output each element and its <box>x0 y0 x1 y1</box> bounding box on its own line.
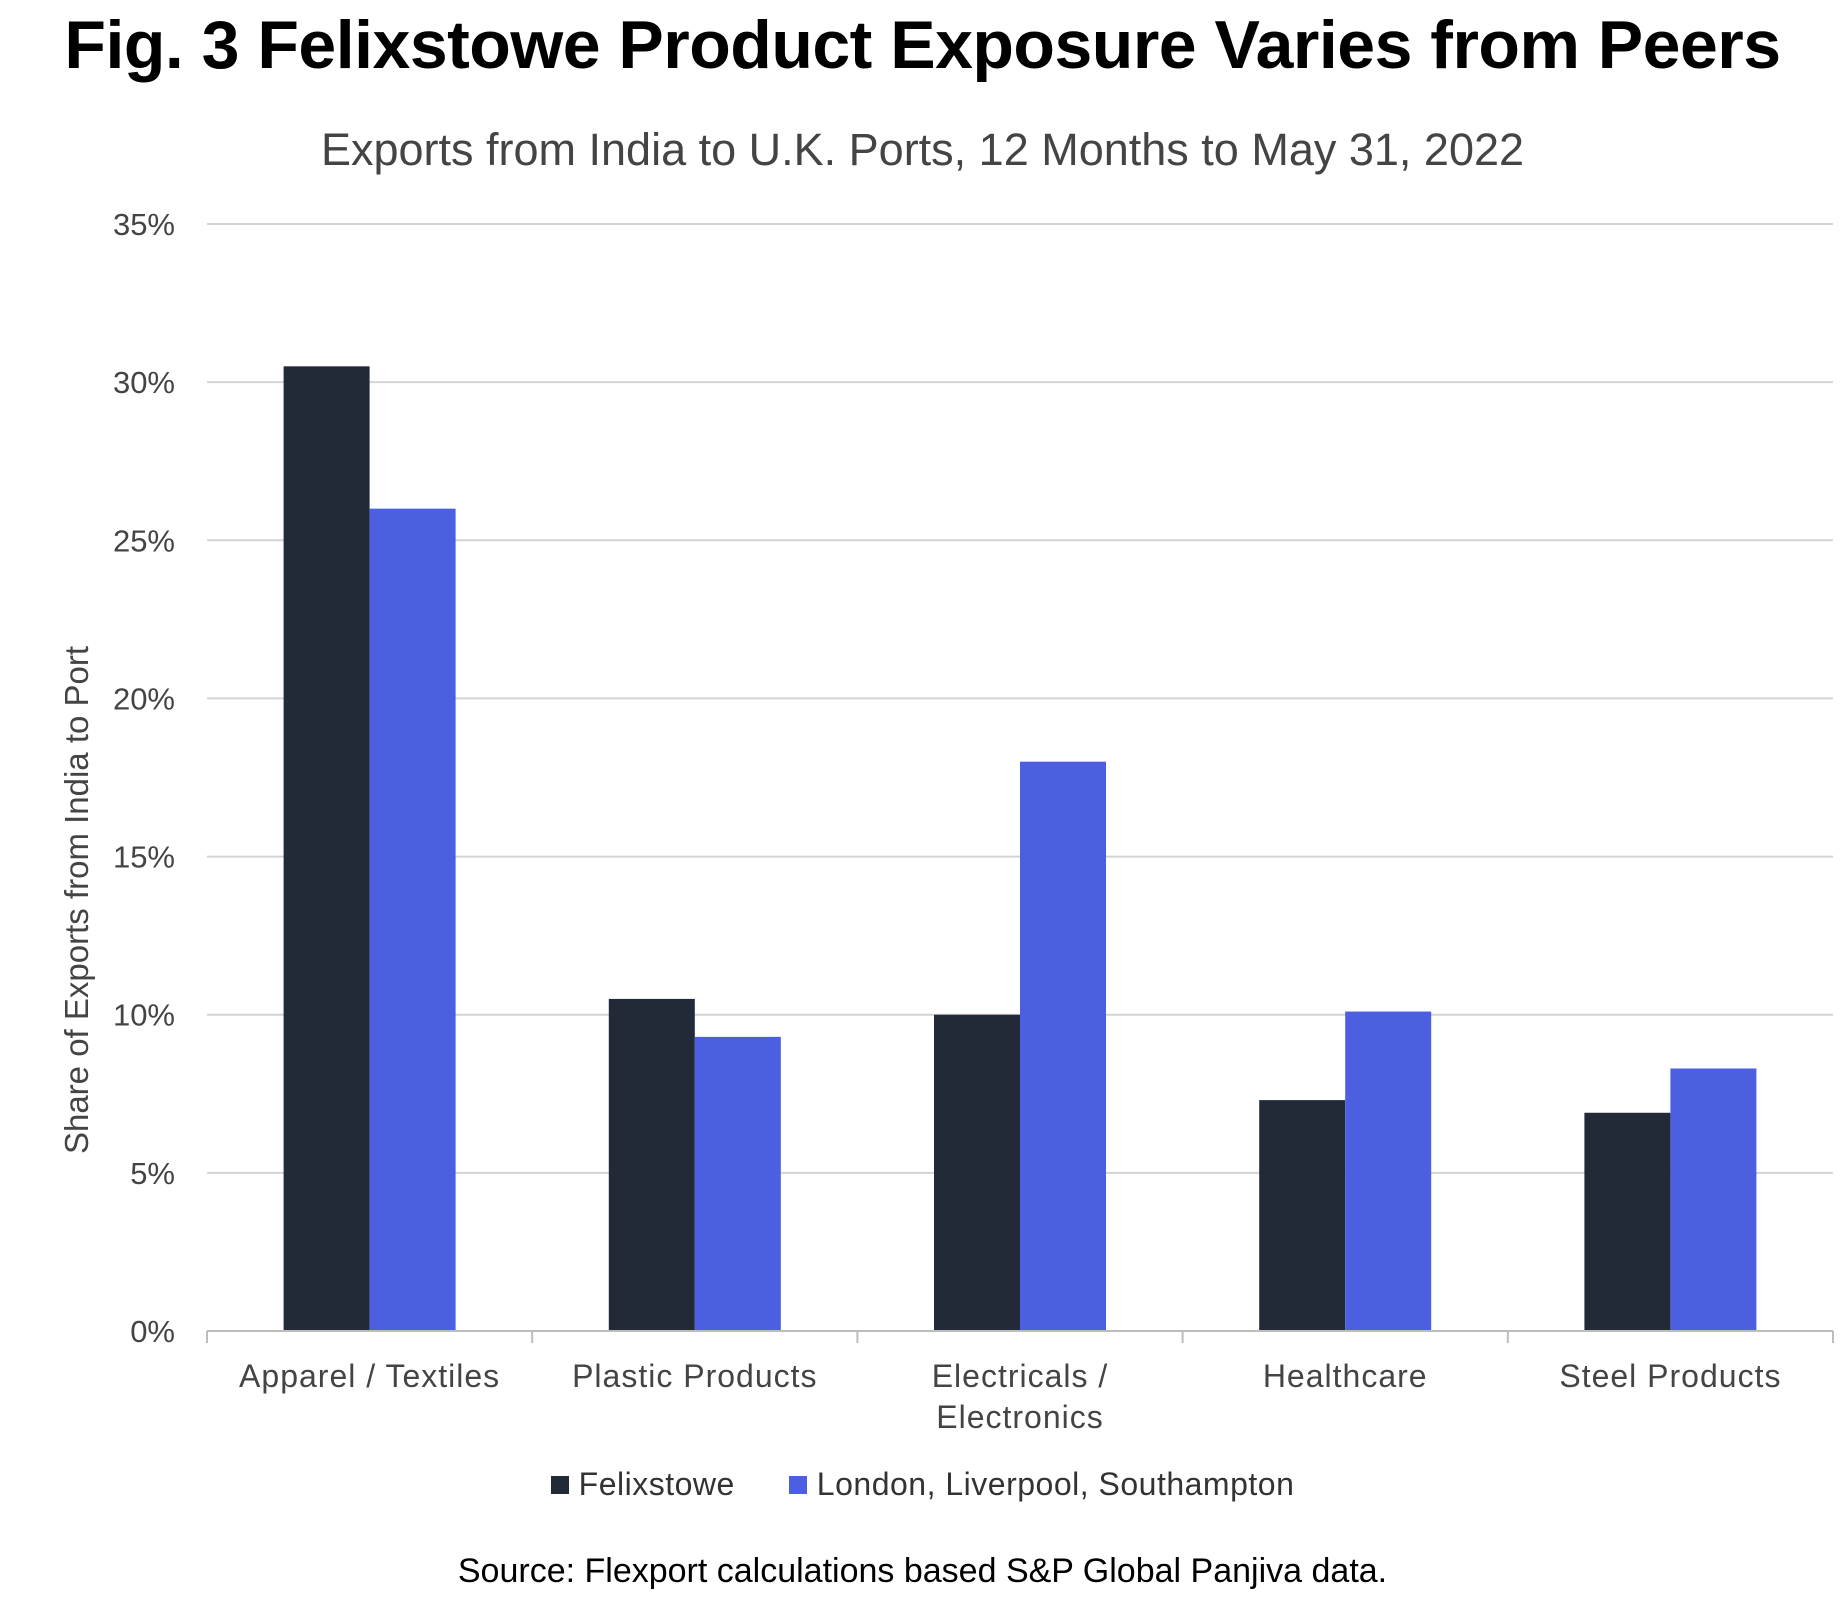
bar-felixstowe-0 <box>283 366 370 1331</box>
x-tick-label: Steel Products <box>1559 1358 1781 1394</box>
y-axis-ticks: 0% 5% 10% 15% 20% 25% 30% 35% <box>113 207 175 1349</box>
bars <box>283 366 1757 1332</box>
y-axis-label: Share of Exports from India to Port <box>58 646 95 1154</box>
bar-peers-1 <box>694 1036 781 1331</box>
y-tick-label: 15% <box>113 840 175 875</box>
x-tick-label: Electricals / <box>932 1358 1109 1394</box>
legend-item-peers: London, Liverpool, Southampton <box>788 1466 1295 1503</box>
bar-peers-0 <box>369 508 456 1332</box>
bar-felixstowe-3 <box>1259 1100 1346 1331</box>
y-tick-label: 35% <box>113 207 175 242</box>
bar-felixstowe-2 <box>934 1014 1020 1331</box>
legend-label-felixstowe: Felixstowe <box>578 1466 735 1502</box>
legend-item-felixstowe: Felixstowe <box>550 1466 735 1503</box>
bar-peers-3 <box>1345 1011 1432 1331</box>
bar-peers-4 <box>1670 1068 1757 1331</box>
y-tick-label: 10% <box>113 998 175 1033</box>
x-axis-ticks: Apparel / Textiles Plastic Products Electr… <box>239 1358 1781 1435</box>
legend-swatch-peers <box>788 1475 807 1494</box>
bar-felixstowe-1 <box>608 998 695 1331</box>
legend-label-peers: London, Liverpool, Southampton <box>816 1466 1295 1502</box>
y-tick-label: 30% <box>113 365 175 400</box>
legend-swatch-felixstowe <box>550 1475 569 1494</box>
x-axis <box>206 1330 1834 1343</box>
chart-subtitle: Exports from India to U.K. Ports, 12 Mon… <box>320 124 1525 175</box>
bar-peers-2 <box>1020 761 1106 1331</box>
x-tick-label: Plastic Products <box>572 1358 817 1394</box>
y-tick-label: 25% <box>113 523 175 558</box>
x-tick-label: Electronics <box>936 1399 1104 1435</box>
y-tick-label: 0% <box>130 1314 175 1349</box>
x-tick-label: Apparel / Textiles <box>239 1358 500 1394</box>
chart-title: Fig. 3 Felixstowe Product Exposure Varie… <box>64 7 1781 83</box>
x-tick-label: Healthcare <box>1263 1358 1428 1394</box>
source-note: Source: Flexport calculations based S&P … <box>457 1552 1388 1590</box>
y-tick-label: 5% <box>130 1156 175 1191</box>
y-tick-label: 20% <box>113 681 175 716</box>
bar-felixstowe-4 <box>1584 1112 1671 1331</box>
legend: Felixstowe London, Liverpool, Southampto… <box>0 1466 1845 1503</box>
